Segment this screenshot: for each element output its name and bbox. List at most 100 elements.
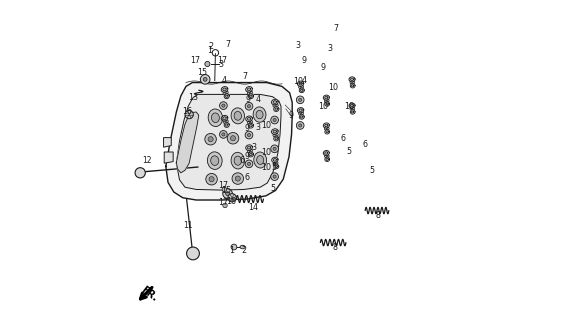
- Polygon shape: [325, 130, 329, 134]
- Circle shape: [299, 98, 302, 101]
- Polygon shape: [272, 129, 278, 134]
- Text: 17: 17: [217, 56, 227, 65]
- Polygon shape: [299, 109, 302, 112]
- Polygon shape: [350, 110, 355, 114]
- Polygon shape: [325, 96, 328, 99]
- Circle shape: [245, 102, 253, 110]
- Circle shape: [231, 244, 237, 250]
- Circle shape: [276, 133, 278, 136]
- Circle shape: [232, 173, 243, 184]
- Circle shape: [273, 175, 276, 178]
- Text: 10: 10: [262, 121, 272, 130]
- Polygon shape: [350, 78, 354, 81]
- Circle shape: [299, 113, 301, 115]
- Circle shape: [250, 121, 253, 123]
- Text: 10: 10: [328, 83, 338, 92]
- Circle shape: [324, 100, 327, 102]
- Text: 10: 10: [293, 77, 303, 86]
- Circle shape: [222, 187, 227, 192]
- Polygon shape: [247, 88, 251, 91]
- Circle shape: [271, 116, 279, 124]
- Circle shape: [235, 176, 240, 181]
- Polygon shape: [224, 94, 229, 99]
- Polygon shape: [164, 152, 173, 163]
- Circle shape: [220, 131, 227, 138]
- Circle shape: [223, 189, 232, 198]
- Polygon shape: [349, 103, 355, 108]
- Text: 16: 16: [226, 197, 236, 206]
- Polygon shape: [247, 117, 251, 120]
- Polygon shape: [166, 83, 292, 200]
- Polygon shape: [323, 95, 329, 100]
- Text: 9: 9: [302, 56, 307, 65]
- Text: 1: 1: [207, 46, 212, 55]
- Polygon shape: [274, 107, 279, 111]
- Text: 2: 2: [241, 246, 246, 255]
- Text: 8: 8: [333, 244, 338, 252]
- Text: 3: 3: [295, 41, 301, 50]
- Circle shape: [273, 163, 275, 164]
- Circle shape: [228, 194, 236, 202]
- Polygon shape: [326, 158, 328, 160]
- Text: FR.: FR.: [139, 284, 160, 303]
- Circle shape: [250, 149, 253, 152]
- Text: 3: 3: [218, 60, 223, 68]
- Polygon shape: [323, 123, 329, 128]
- Polygon shape: [249, 94, 253, 99]
- Polygon shape: [299, 88, 304, 92]
- Polygon shape: [272, 157, 278, 163]
- Circle shape: [222, 104, 225, 107]
- Ellipse shape: [212, 113, 220, 123]
- Circle shape: [225, 192, 229, 196]
- Circle shape: [276, 104, 278, 107]
- Circle shape: [302, 112, 303, 115]
- Circle shape: [247, 122, 250, 124]
- Circle shape: [353, 81, 355, 84]
- Polygon shape: [273, 159, 276, 161]
- Circle shape: [226, 120, 228, 122]
- Circle shape: [223, 121, 225, 123]
- Text: 10: 10: [262, 163, 272, 172]
- Circle shape: [247, 162, 251, 165]
- Polygon shape: [275, 137, 277, 140]
- Circle shape: [324, 128, 327, 130]
- Text: 7: 7: [242, 72, 247, 81]
- Polygon shape: [221, 87, 228, 92]
- Circle shape: [350, 108, 352, 110]
- Polygon shape: [301, 89, 303, 92]
- Circle shape: [203, 77, 207, 81]
- Circle shape: [231, 136, 236, 141]
- Text: 3: 3: [251, 143, 256, 152]
- Polygon shape: [225, 95, 228, 97]
- Ellipse shape: [211, 156, 219, 165]
- Polygon shape: [325, 152, 328, 154]
- Circle shape: [135, 168, 145, 178]
- Text: 9: 9: [244, 152, 249, 161]
- Ellipse shape: [240, 245, 245, 249]
- Text: 4: 4: [255, 95, 260, 104]
- Circle shape: [222, 133, 225, 136]
- Circle shape: [327, 155, 329, 157]
- Polygon shape: [301, 116, 303, 118]
- Text: 1: 1: [229, 246, 234, 255]
- Text: 4: 4: [302, 76, 307, 85]
- Text: 5: 5: [271, 163, 276, 172]
- Polygon shape: [350, 84, 355, 88]
- Circle shape: [324, 155, 327, 157]
- Circle shape: [201, 75, 210, 84]
- Circle shape: [208, 137, 213, 142]
- Text: 5: 5: [369, 166, 374, 175]
- Text: 14: 14: [248, 203, 258, 212]
- Polygon shape: [249, 124, 253, 128]
- Text: 9: 9: [321, 63, 326, 72]
- Ellipse shape: [254, 152, 266, 168]
- Circle shape: [271, 145, 279, 153]
- Text: 9: 9: [289, 111, 294, 120]
- Polygon shape: [224, 123, 229, 127]
- Polygon shape: [246, 87, 253, 92]
- Circle shape: [223, 92, 225, 94]
- Polygon shape: [247, 146, 251, 149]
- Polygon shape: [249, 152, 253, 157]
- Polygon shape: [250, 153, 252, 156]
- Text: 8: 8: [376, 212, 380, 220]
